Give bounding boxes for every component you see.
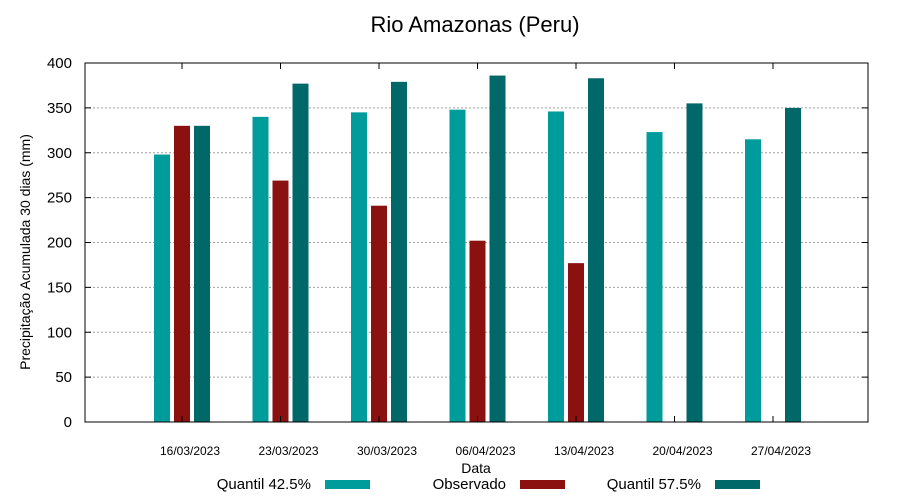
y-tick-label: 50: [55, 369, 72, 386]
bar: [588, 78, 604, 422]
y-tick-label: 250: [47, 190, 72, 207]
y-tick-label: 100: [47, 324, 72, 341]
chart-title: Rio Amazonas (Peru): [370, 12, 579, 37]
bar: [174, 125, 190, 422]
y-tick-label: 200: [47, 235, 72, 252]
x-tick-label: 27/04/2023: [751, 444, 811, 458]
bar: [646, 132, 663, 423]
x-tick-label: 23/03/2023: [258, 444, 318, 458]
legend: Quantil 42.5% Observado Quantil 57.5%: [217, 476, 760, 493]
y-axis-label: Precipitação Acumulada 30 dias (mm): [17, 134, 33, 370]
legend-label: Observado: [433, 476, 506, 493]
y-tick-label: 300: [47, 145, 72, 162]
y-tick-label: 150: [47, 279, 72, 296]
legend-swatch: [325, 480, 370, 489]
bars: [154, 75, 801, 423]
y-tick-label: 0: [64, 414, 72, 431]
bar: [154, 154, 170, 423]
bar: [568, 263, 584, 422]
y-tick-label: 400: [47, 55, 72, 72]
bar: [272, 180, 289, 422]
bar: [489, 75, 506, 422]
bar: [785, 107, 801, 422]
legend-label: Quantil 57.5%: [607, 476, 701, 493]
legend-label: Quantil 42.5%: [217, 476, 311, 493]
x-tick-label: 16/03/2023: [160, 444, 220, 458]
bar: [469, 240, 486, 422]
x-tick-label: 20/04/2023: [652, 444, 712, 458]
bar: [252, 116, 269, 422]
x-axis-label: Data: [461, 460, 491, 476]
legend-swatch: [715, 480, 760, 489]
y-tick-labels: 0 50 100 150 200 250 300 350 400: [47, 55, 868, 431]
bar: [292, 83, 309, 422]
x-tick-label: 06/04/2023: [455, 444, 515, 458]
grid-lines: [85, 107, 868, 378]
x-tick-label: 30/03/2023: [357, 444, 417, 458]
bar: [449, 109, 466, 423]
bar: [351, 112, 367, 423]
bar: [548, 111, 564, 422]
x-tick-labels: 16/03/2023 23/03/2023 30/03/2023 06/04/2023…: [160, 63, 811, 458]
bar: [371, 205, 387, 422]
bar: [391, 81, 407, 422]
legend-swatch: [520, 480, 565, 489]
y-tick-label: 350: [47, 100, 72, 117]
bar: [194, 125, 210, 422]
bar: [686, 103, 703, 422]
x-tick-label: 13/04/2023: [554, 444, 614, 458]
bar: [745, 139, 761, 422]
